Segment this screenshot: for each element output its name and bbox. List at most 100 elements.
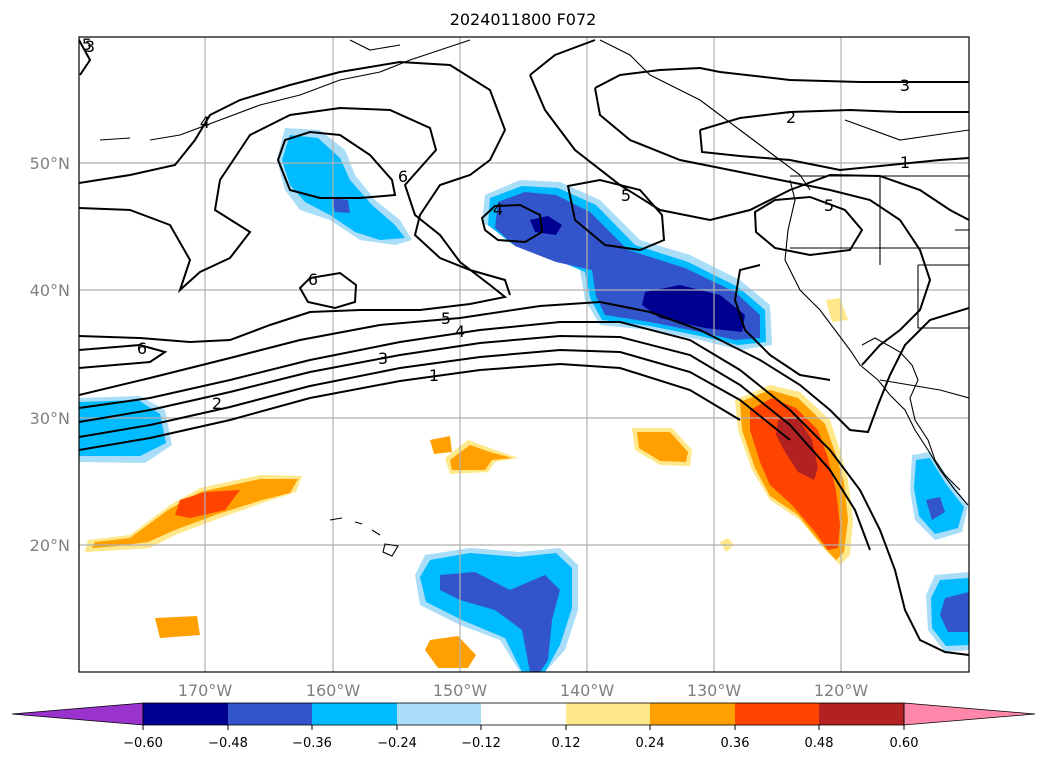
negative-anomaly-region	[282, 135, 405, 240]
map-frame	[78, 36, 970, 673]
positive-anomaly-region	[637, 432, 688, 462]
colorbar-segment	[397, 703, 481, 725]
contour-line	[79, 300, 969, 434]
colorbar-segment	[143, 703, 228, 725]
contour-label: 4	[493, 200, 503, 219]
negative-anomaly-region	[530, 216, 562, 235]
contour-line	[276, 130, 397, 199]
contour-lines	[79, 39, 969, 656]
lon-label-130w: 130°W	[687, 681, 742, 700]
colorbar-tick-label: −0.24	[377, 736, 417, 751]
map-panel: 6 6 6 5 5 5 5 4 4 4 3 3 3 2 2 1 1	[79, 35, 969, 672]
lat-label-30n: 30°N	[30, 409, 70, 428]
baja-coastline	[861, 337, 961, 491]
contour-label: 3	[378, 349, 388, 368]
colorbar-tick-label: 0.48	[805, 736, 834, 751]
colorbar-segment	[312, 703, 397, 725]
contour-label: 5	[824, 196, 834, 215]
latitude-labels: 50°N 40°N 30°N 20°N	[30, 154, 70, 555]
colorbar-tick-label: −0.12	[461, 736, 501, 751]
contour-line	[79, 39, 92, 76]
colorbar-extend-low	[11, 702, 144, 726]
negative-anomaly-region	[926, 497, 945, 520]
lat-label-50n: 50°N	[30, 154, 70, 173]
contour-label: 6	[398, 167, 408, 186]
contour-line	[79, 106, 508, 344]
contour-label: 3	[85, 37, 95, 56]
colorbar-tick-label: 0.60	[890, 736, 919, 751]
positive-anomaly-region	[430, 436, 452, 454]
contour-label: 1	[900, 153, 910, 172]
graticule	[79, 37, 969, 672]
positive-anomaly-region	[450, 445, 512, 470]
contour-labels: 6 6 6 5 5 5 5 4 4 4 3 3 3 2 2 1 1	[82, 35, 910, 413]
positive-anomaly-region	[175, 490, 240, 518]
contour-line	[733, 264, 831, 381]
contour-label: 4	[455, 322, 465, 341]
contour-line	[79, 60, 511, 296]
colorbar-frame	[142, 702, 905, 726]
colorbar-tick-label: 0.36	[721, 736, 750, 751]
contour-label: 1	[429, 366, 439, 385]
contour-line	[298, 271, 358, 310]
colorbar-segment	[650, 703, 735, 725]
contour-label: 5	[82, 35, 92, 54]
colorbar-tick-label: −0.48	[208, 736, 248, 751]
contour-label: 5	[621, 186, 631, 205]
colorbar-tick-label: −0.36	[292, 736, 332, 751]
negative-anomaly-region	[79, 400, 166, 456]
lon-label-150w: 150°W	[433, 681, 488, 700]
negative-anomaly-region	[440, 572, 560, 672]
contour-line	[79, 348, 791, 441]
contour-label: 2	[786, 108, 796, 127]
colorbar-tick-label: −0.60	[123, 736, 163, 751]
colorbar-extend-high	[903, 702, 1036, 726]
mexico-border	[879, 379, 969, 399]
colorbar-segment	[819, 703, 904, 725]
contour-label: 3	[900, 76, 910, 95]
positive-anomaly-region	[776, 418, 818, 480]
colorbar-segment	[481, 703, 566, 725]
colorbar-tick-label: 0.12	[552, 736, 581, 751]
contour-line	[719, 71, 969, 83]
negative-anomaly-region	[940, 592, 969, 632]
positive-anomaly-region	[750, 398, 840, 550]
contour-line	[566, 178, 666, 252]
contour-line	[861, 329, 901, 366]
contour-line	[529, 39, 969, 222]
contour-line	[699, 108, 969, 172]
negative-anomaly-region	[642, 285, 745, 332]
contour-line	[480, 203, 544, 244]
alaska-coastline	[99, 39, 811, 191]
positive-anomaly-region	[826, 298, 848, 322]
contour-line	[753, 195, 864, 257]
lon-label-140w: 140°W	[560, 681, 615, 700]
map-title: 2024011800 F072	[450, 10, 597, 29]
lat-label-20n: 20°N	[30, 536, 70, 555]
lon-label-170w: 170°W	[178, 681, 233, 700]
contour-line	[594, 66, 932, 331]
contour-line	[79, 334, 871, 551]
longitude-labels: 170°W 160°W 150°W 140°W 130°W 120°W	[178, 681, 869, 700]
colorbar-segment	[735, 703, 819, 725]
positive-anomaly-region	[425, 636, 476, 668]
positive-anomaly-region	[155, 616, 200, 638]
contour-line	[79, 321, 969, 656]
lon-label-120w: 120°W	[814, 681, 869, 700]
contour-line	[79, 343, 168, 369]
lon-label-160w: 160°W	[306, 681, 361, 700]
negative-anomaly-region	[914, 458, 964, 534]
contour-line	[79, 362, 741, 451]
contour-label: 5	[441, 309, 451, 328]
contour-label: 2	[212, 394, 222, 413]
negative-anomaly-region	[332, 198, 350, 213]
colorbar-tick-label: 0.24	[636, 736, 665, 751]
lat-label-40n: 40°N	[30, 281, 70, 300]
contour-label: 6	[308, 270, 318, 289]
contour-label: 6	[137, 339, 147, 358]
contour-label: 4	[200, 113, 210, 132]
colorbar: −0.60 −0.48 −0.36 −0.24 −0.12 0.12 0.24 …	[11, 702, 1036, 751]
colorbar-segment	[566, 703, 650, 725]
hawaii-islands	[329, 517, 399, 557]
